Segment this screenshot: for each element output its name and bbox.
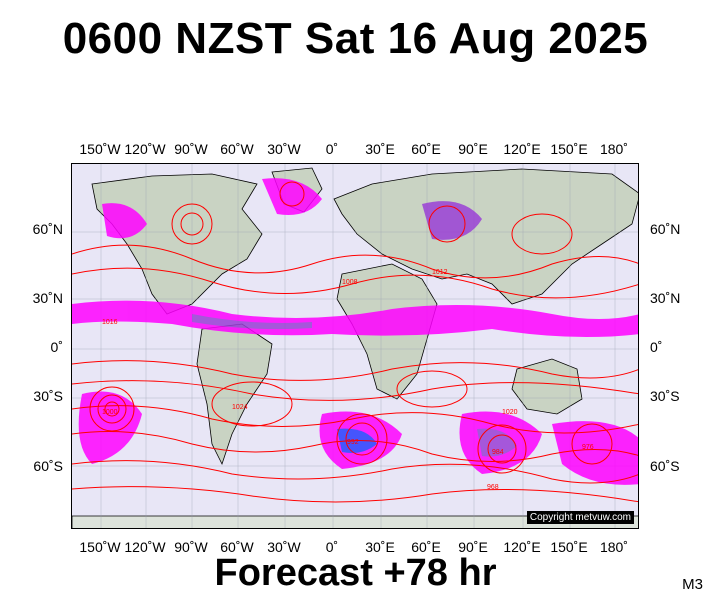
lat-label: 30˚N [32,290,63,306]
lon-label: 180˚ [599,539,629,555]
lat-label: 0˚ [650,339,663,355]
lon-label: 150˚W [79,539,121,555]
lon-label: 90˚W [174,539,208,555]
isobar-label: 1008 [342,279,358,286]
lon-label: 120˚W [124,539,166,555]
lon-label: 90˚W [174,141,208,157]
lon-label: 60˚E [411,539,441,555]
lon-label: 150˚E [550,539,588,555]
lon-label: 30˚E [365,539,395,555]
lat-label: 0˚ [50,339,63,355]
precip-tropical-core [192,314,312,330]
lat-label: 30˚N [650,290,681,306]
lat-label: 60˚N [32,221,63,237]
precip-tropical-band [72,300,638,338]
isobar-label: 1000 [102,409,118,416]
chart-title: 0600 NZST Sat 16 Aug 2025 [62,14,649,63]
lon-label: 30˚W [267,539,301,555]
lat-label: 60˚N [650,221,681,237]
lat-label: 30˚S [650,388,680,404]
copyright-label: Copyright metvuw.com [526,511,634,524]
isobar-label: 1012 [432,269,448,276]
lon-label: 0˚ [325,141,339,157]
weather-map: 1016 1024 1008 1000 992 984 976 968 1020… [71,163,639,529]
lon-label: 90˚E [458,539,488,555]
lon-label: 150˚W [79,141,121,157]
isobar-labels: 1016 1024 1008 1000 992 984 976 968 1020… [102,269,594,491]
map-canvas: 1016 1024 1008 1000 992 984 976 968 1020… [72,164,638,528]
lon-label: 0˚ [325,539,339,555]
isobar-label: 1020 [502,409,518,416]
north-america [91,173,263,315]
australia [511,358,583,415]
forecast-label: Forecast +78 hr [214,552,497,594]
lon-label: 120˚W [124,141,166,157]
isobar-label: 992 [347,439,359,446]
lat-label: 60˚S [650,458,680,474]
isobar-label: 968 [487,484,499,491]
lon-label: 120˚E [503,141,541,157]
precip-north-atlantic [262,178,322,215]
precip-southern-storm-4 [552,421,638,485]
lon-label: 30˚E [365,141,395,157]
eurasia [333,168,638,305]
lat-label: 30˚S [33,388,63,404]
lon-label: 120˚E [503,539,541,555]
precip-siberia [422,201,482,240]
model-label: M3 [682,576,703,593]
lon-label: 150˚E [550,141,588,157]
lat-label: 60˚S [33,458,63,474]
lon-label: 60˚W [220,141,254,157]
lon-label: 180˚ [599,141,629,157]
precip-north-pacific [102,203,147,239]
precipitation [72,178,638,485]
lon-label: 60˚E [411,141,441,157]
isobars [72,181,638,503]
isobar-label: 1016 [102,319,118,326]
isobar-label: 984 [492,449,504,456]
antarctica [72,515,638,528]
isobar-label: 1024 [232,404,248,411]
lon-label: 60˚W [220,539,254,555]
lon-label: 90˚E [458,141,488,157]
isobar-label: 976 [582,444,594,451]
lon-label: 30˚W [267,141,301,157]
south-america [196,323,273,466]
